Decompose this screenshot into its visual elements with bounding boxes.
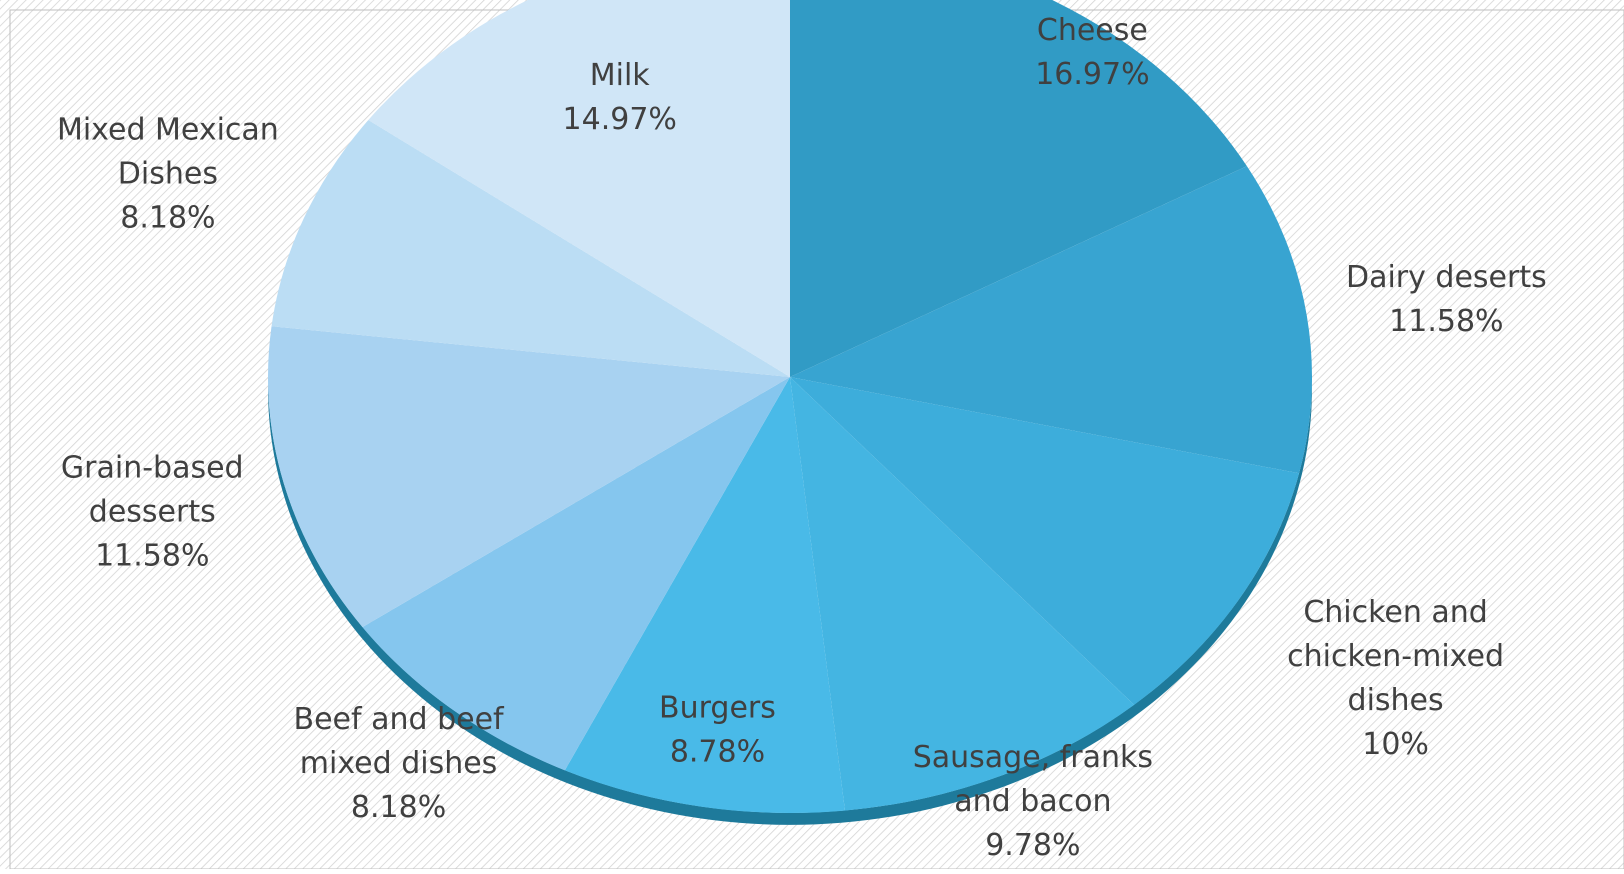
slice-category-label: Sausage, franks [913, 740, 1153, 775]
pie-slice [368, 0, 790, 377]
slice-percent-label: 14.97% [563, 102, 677, 137]
pie-slice [790, 166, 1313, 474]
slice-category-label: Mixed Mexican [57, 112, 279, 147]
slice-label: Mixed Mexican Dishes 8.18% [57, 112, 279, 235]
slice-label: Grain-based desserts 11.58% [61, 450, 244, 573]
slice-category-label: Dishes [118, 156, 218, 191]
slice-percent-label: 8.18% [120, 200, 215, 235]
slice-label: Beef and beef mixed dishes 8.18% [294, 702, 506, 825]
slice-category-label: Beef and beef [294, 702, 506, 737]
pie-slice [267, 326, 790, 628]
pie-slices [267, 0, 1313, 813]
slice-percent-label: 9.78% [985, 828, 1080, 863]
slice-category-label: Chicken and [1303, 595, 1488, 630]
pie-slice [790, 0, 1247, 377]
pie-slice [564, 377, 845, 813]
slice-percent-label: 10% [1362, 727, 1429, 762]
slice-label: Burgers 8.78% [659, 690, 776, 769]
pie-slice [790, 377, 1135, 811]
pie-slice [790, 377, 1300, 705]
slice-label: Dairy deserts 11.58% [1346, 260, 1547, 339]
slice-label: Cheese 16.97% [1035, 13, 1149, 92]
slice-percent-label: 8.78% [670, 734, 765, 769]
slice-category-label: Dairy deserts [1346, 260, 1547, 295]
slice-category-label: Grain-based [61, 450, 244, 485]
slice-percent-label: 11.58% [95, 538, 209, 573]
pie-slice [271, 119, 790, 377]
slice-category-label: mixed dishes [300, 746, 498, 781]
slice-label: Chicken and chicken-mixed dishes 10% [1287, 595, 1504, 762]
slice-category-label: chicken-mixed [1287, 639, 1504, 674]
slice-category-label: and bacon [954, 784, 1111, 819]
pie-labels: Cheese 16.97% Dairy deserts 11.58% Chicken a… [57, 13, 1547, 863]
slice-category-label: Burgers [659, 690, 776, 725]
slice-percent-label: 8.18% [351, 790, 446, 825]
slice-category-label: Cheese [1037, 13, 1148, 48]
pie-slice [362, 377, 790, 771]
slice-label: Sausage, franks and bacon 9.78% [913, 740, 1153, 863]
slice-category-label: desserts [89, 494, 216, 529]
slice-category-label: dishes [1348, 683, 1444, 718]
slice-percent-label: 16.97% [1035, 57, 1149, 92]
slice-category-label: Milk [590, 58, 651, 93]
slice-percent-label: 11.58% [1389, 304, 1503, 339]
slice-label: Milk 14.97% [563, 58, 677, 137]
